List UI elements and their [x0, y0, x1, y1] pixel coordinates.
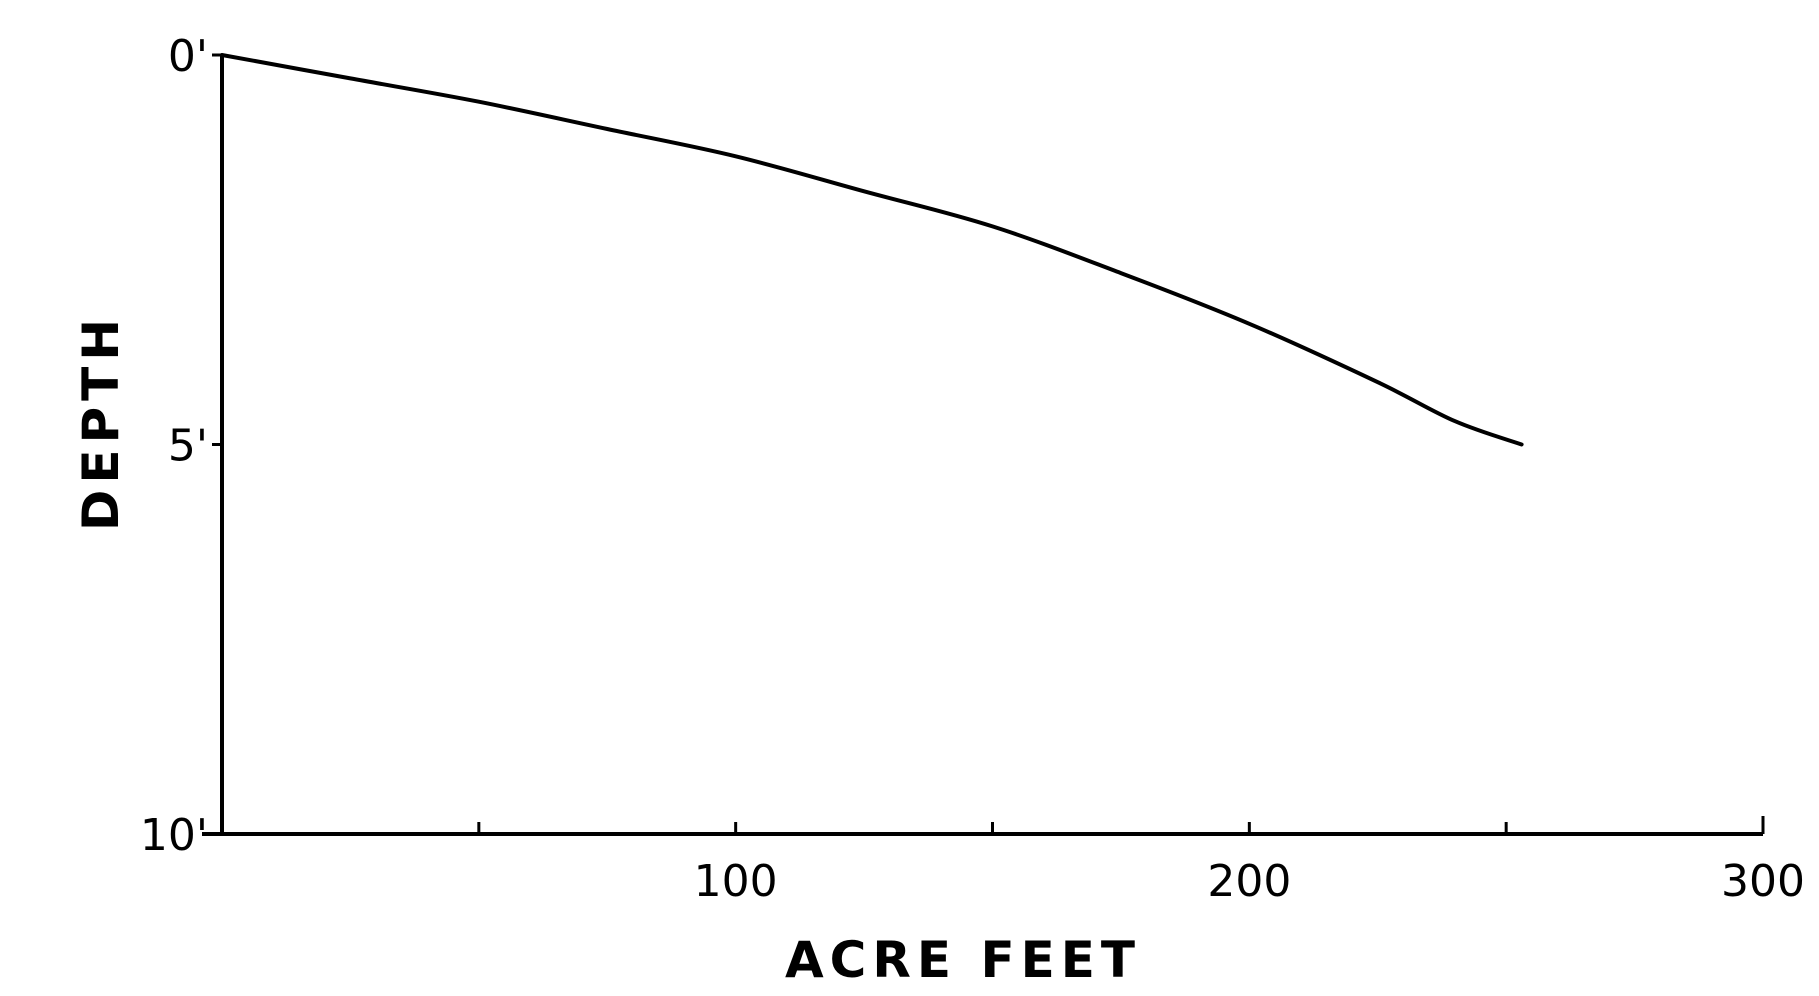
- x-tick-label: 100: [694, 856, 778, 907]
- y-tick-label: 0': [168, 31, 208, 82]
- x-ticks: 100 200 300: [220, 816, 1805, 907]
- y-axis-title: DEPTH: [72, 313, 130, 531]
- y-ticks: 0' 5' 10': [140, 31, 222, 861]
- plot-area: [220, 53, 1524, 447]
- x-tick-label: 300: [1721, 856, 1805, 907]
- y-tick-label: 10': [140, 810, 208, 861]
- x-axis-title: ACRE FEET: [785, 931, 1141, 989]
- x-tick-label: 200: [1207, 856, 1291, 907]
- axes: [202, 55, 1763, 836]
- y-tick-label: 5': [168, 421, 208, 472]
- series-line-0: [220, 53, 1524, 447]
